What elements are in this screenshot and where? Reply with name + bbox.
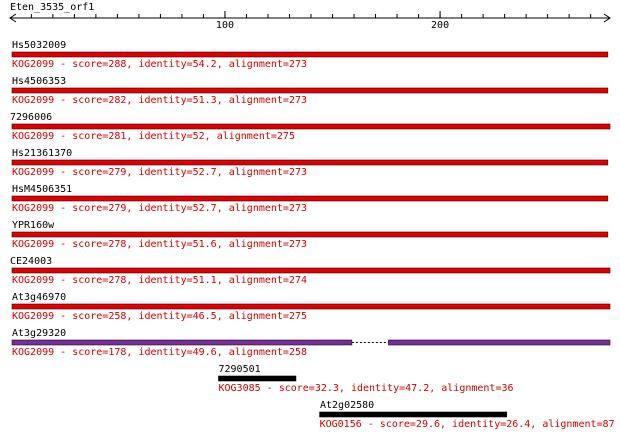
hit-name: HsM4506351 bbox=[12, 184, 72, 195]
hit-name: At3g46970 bbox=[12, 292, 66, 303]
hit-description: KOG2099 - score=258, identity=46.5, alig… bbox=[12, 311, 307, 322]
hit-name: Hs21361370 bbox=[12, 148, 72, 159]
tick-label: 100 bbox=[216, 20, 234, 31]
hit-description: KOG2099 - score=278, identity=51.6, alig… bbox=[12, 239, 307, 250]
hit-bar bbox=[11, 303, 611, 310]
hit-description: KOG2099 - score=278, identity=51.1, alig… bbox=[12, 275, 307, 286]
hit-bar bbox=[218, 375, 297, 382]
hit-name: 7296006 bbox=[10, 112, 52, 123]
hit-name: At2g02580 bbox=[320, 400, 374, 411]
hit-description: KOG2099 - score=279, identity=52.7, alig… bbox=[12, 167, 307, 178]
hit-description: KOG2099 - score=281, identity=52, alignm… bbox=[12, 131, 295, 142]
hit-description: KOG2099 - score=178, identity=49.6, alig… bbox=[12, 347, 307, 358]
hit-name: Hs4506353 bbox=[12, 76, 66, 87]
hit-bar bbox=[11, 87, 609, 94]
hit-bar bbox=[11, 159, 609, 166]
hit-bar bbox=[319, 411, 508, 418]
hit-bar bbox=[11, 195, 609, 202]
hit-name: CE24003 bbox=[10, 256, 52, 267]
hit-bar bbox=[11, 51, 609, 58]
hit-bar bbox=[11, 123, 611, 130]
hit-name: YPR160w bbox=[12, 220, 55, 231]
hit-description: KOG2099 - score=288, identity=54.2, alig… bbox=[12, 59, 307, 70]
ruler-arrows bbox=[9, 13, 611, 23]
hit-name: Hs5032009 bbox=[12, 40, 66, 51]
hit-name: At3g29320 bbox=[12, 328, 66, 339]
tick-label: 200 bbox=[431, 20, 449, 31]
hit-description: KOG2099 - score=282, identity=51.3, alig… bbox=[12, 95, 307, 106]
title: Eten_3535_orf1 bbox=[10, 2, 94, 13]
hit-description: KOG0156 - score=29.6, identity=26.4, ali… bbox=[320, 419, 615, 430]
hit-bar bbox=[11, 339, 353, 346]
hit-name: 7290501 bbox=[219, 364, 261, 375]
hit-bar bbox=[11, 267, 611, 274]
hit-description: KOG3085 - score=32.3, identity=47.2, ali… bbox=[219, 383, 514, 394]
hit-bar bbox=[11, 231, 609, 238]
hit-description: KOG2099 - score=279, identity=52.7, alig… bbox=[12, 203, 307, 214]
hit-bar bbox=[388, 339, 611, 346]
